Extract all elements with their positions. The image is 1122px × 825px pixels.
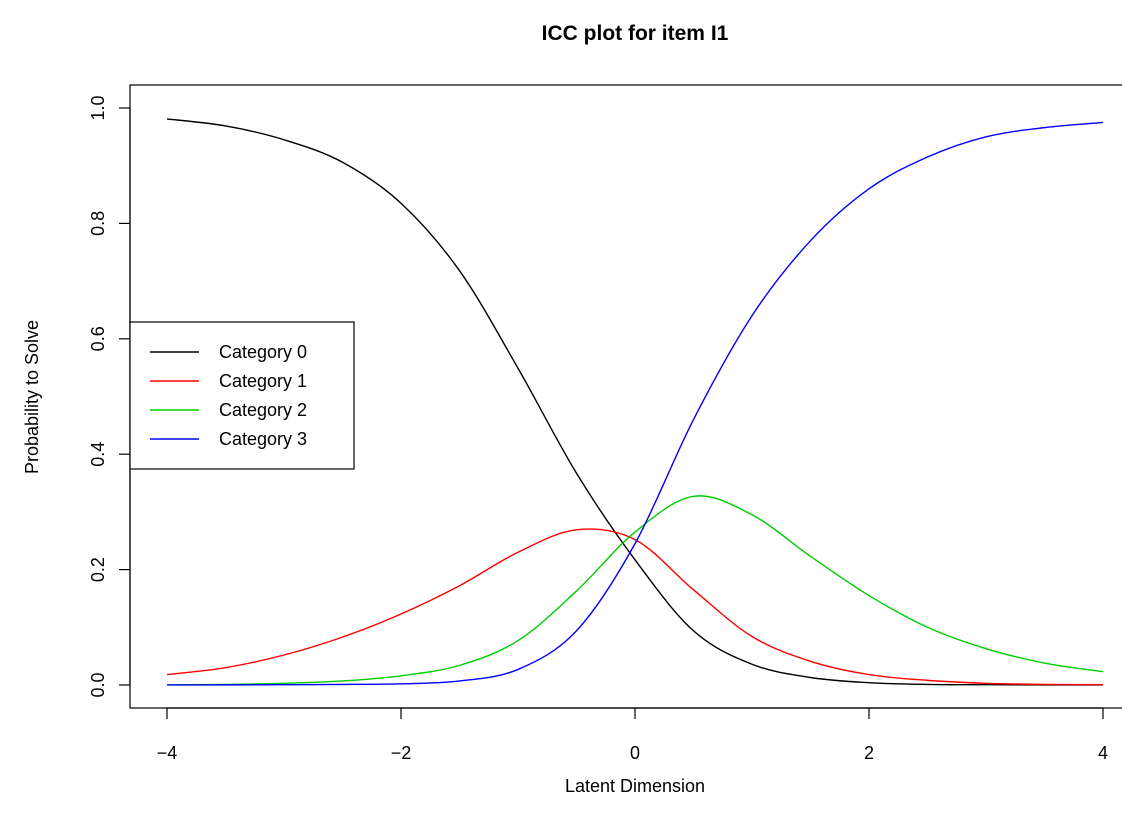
y-axis-label: Probability to Solve [22, 320, 42, 474]
series-layer [166, 118, 1104, 686]
legend-box [129, 321, 355, 470]
legend-label: Category 2 [219, 400, 307, 420]
x-tick-label: 0 [630, 743, 640, 763]
y-tick-label: 0.4 [88, 442, 108, 467]
y-axis: 0.0 0.2 0.4 0.6 0.8 1.0 [88, 95, 131, 698]
chart-title: ICC plot for item I1 [542, 22, 729, 45]
y-tick-label: 0.8 [88, 211, 108, 236]
y-tick-label: 0.2 [88, 557, 108, 582]
x-tick-label: 4 [1098, 743, 1108, 763]
x-axis: −4 −2 0 2 4 [157, 707, 1108, 763]
legend: Category 0 Category 1 Category 2 Category 3 [129, 321, 355, 470]
series-line-category-0 [166, 118, 1104, 686]
legend-label: Category 1 [219, 371, 307, 391]
series-line-category-3 [166, 121, 1104, 686]
y-tick-label: 0.0 [88, 672, 108, 697]
y-tick-label: 0.6 [88, 326, 108, 351]
legend-label: Category 3 [219, 429, 307, 449]
x-axis-label: Latent Dimension [565, 776, 705, 796]
legend-label: Category 0 [219, 342, 307, 362]
series-line-category-1 [166, 528, 1104, 686]
x-tick-label: −4 [157, 743, 178, 763]
y-tick-label: 1.0 [88, 95, 108, 120]
x-tick-label: −2 [391, 743, 412, 763]
series-line-category-2 [166, 495, 1104, 686]
x-tick-label: 2 [864, 743, 874, 763]
